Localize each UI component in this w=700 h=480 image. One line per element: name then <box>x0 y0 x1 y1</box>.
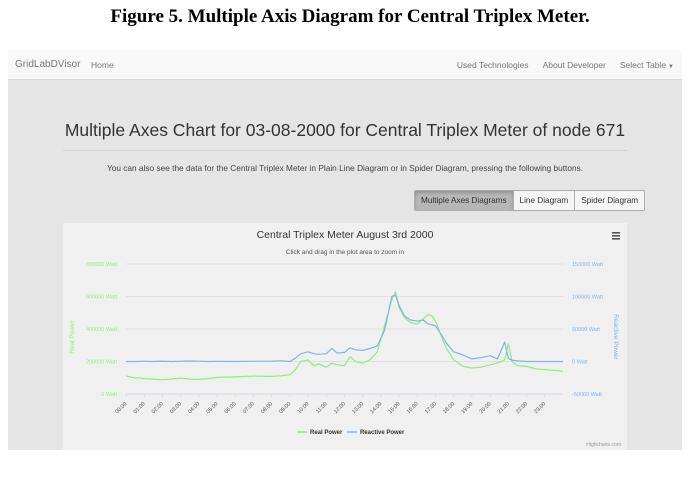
select-table-label: Select Table <box>619 60 667 70</box>
chart-credits[interactable]: Highcharts.com <box>586 442 621 448</box>
y-axis-left: 0 Watt 200000 Watt 400000 Watt 600000 Watt 8… <box>86 262 117 398</box>
app-window: GridLabDVisor Home Used Technologies Abo… <box>8 50 682 450</box>
chart-legend: Real Power Reactive Power <box>297 430 405 436</box>
nav-used-technologies-link[interactable]: Used Technologies <box>456 60 529 70</box>
x-tick-label: 02:00 <box>151 401 165 415</box>
x-tick-label: 06:00 <box>224 401 238 415</box>
legend-label: Real Power <box>310 430 343 436</box>
y-right-tick-label: -50000 Watt <box>572 392 602 398</box>
grid-lines <box>126 263 563 395</box>
x-tick-label: 20:00 <box>479 401 493 415</box>
legend-item[interactable]: Reactive Power <box>347 430 405 436</box>
x-axis: 00:00 01:00 02:00 03:00 04:00 05:00 06:00 07:00… <box>114 393 563 415</box>
x-tick-label: 05:00 <box>205 401 219 415</box>
multiple-axes-chart[interactable]: Central Triplex Meter August 3rd 2000 Cl… <box>63 223 627 450</box>
figure-caption: Figure 5. Multiple Axis Diagram for Cent… <box>110 6 590 27</box>
x-tick-label: 04:00 <box>187 401 201 415</box>
y-axis-right: -50000 Watt 0 Watt 50000 Watt 100000 Watt 15… <box>572 262 603 398</box>
navbar: GridLabDVisor Home Used Technologies Abo… <box>8 50 682 80</box>
navbar-right: Used Technologies About Developer Select… <box>457 60 674 70</box>
x-tick-label: 11:00 <box>315 401 329 415</box>
nav-about-developer-link[interactable]: About Developer <box>542 60 606 70</box>
y-axis-left-label: Real Power <box>69 319 76 353</box>
x-tick-label: 17:00 <box>424 401 438 415</box>
x-tick-label: 07:00 <box>242 401 256 415</box>
series-layer[interactable] <box>125 290 564 381</box>
x-tick-label: 16:00 <box>406 401 420 415</box>
y-left-tick-label: 0 Watt <box>101 392 117 398</box>
y-right-tick-label: 100000 Watt <box>572 295 603 301</box>
line-diagram-button[interactable]: Line Diagram <box>512 191 575 210</box>
x-tick-label: 10:00 <box>297 401 311 415</box>
x-tick-label: 12:00 <box>333 401 347 415</box>
x-tick-label: 19:00 <box>460 401 474 415</box>
y-right-tick-label: 50000 Watt <box>572 327 600 333</box>
y-left-tick-label: 600000 Watt <box>86 295 117 301</box>
y-axis-right-label: Reactive Power <box>612 314 619 360</box>
legend-label: Reactive Power <box>360 430 405 436</box>
x-tick-label: 23:00 <box>533 401 547 415</box>
page-title: Multiple Axes Chart for 03-08-2000 for C… <box>64 120 626 140</box>
diagram-button-group: Multiple Axes Diagrams Line Diagram Spid… <box>414 190 646 211</box>
x-tick-label: 13:00 <box>351 401 365 415</box>
chart-title: Central Triplex Meter August 3rd 2000 <box>257 229 434 241</box>
x-tick-label: 18:00 <box>442 401 456 415</box>
y-left-tick-label: 400000 Watt <box>86 327 117 333</box>
y-right-tick-label: 0 Watt <box>572 360 588 366</box>
nav-select-table-dropdown[interactable]: Select Table ▼ <box>620 60 674 70</box>
hamburger-menu-icon[interactable] <box>612 232 620 240</box>
title-divider <box>63 150 627 151</box>
series-line-real-power[interactable] <box>125 290 564 381</box>
x-tick-label: 00:00 <box>114 401 128 415</box>
spider-diagram-button[interactable]: Spider Diagram <box>574 191 645 210</box>
x-tick-label: 15:00 <box>388 401 402 415</box>
chart-subtitle: Click and drag in the plot area to zoom … <box>286 249 405 256</box>
x-tick-label: 14:00 <box>369 401 383 415</box>
y-left-tick-label: 200000 Watt <box>86 360 117 366</box>
navbar-brand[interactable]: GridLabDVisor <box>15 59 81 70</box>
x-tick-label: 08:00 <box>260 401 274 415</box>
series-line-reactive-power[interactable] <box>126 294 563 363</box>
x-tick-label: 22:00 <box>515 401 529 415</box>
y-left-tick-label: 800000 Watt <box>86 262 117 268</box>
caret-down-icon: ▼ <box>668 64 674 70</box>
multiple-axes-diagrams-button[interactable]: Multiple Axes Diagrams <box>415 191 513 210</box>
x-tick-label: 21:00 <box>497 401 511 415</box>
x-tick-label: 09:00 <box>278 401 292 415</box>
x-tick-label: 03:00 <box>169 401 183 415</box>
legend-item[interactable]: Real Power <box>297 430 343 436</box>
chart-container[interactable]: Central Triplex Meter August 3rd 2000 Cl… <box>63 223 627 450</box>
nav-home-link[interactable]: Home <box>91 60 114 70</box>
page-description: You can also see the data for the Centra… <box>106 163 584 173</box>
y-right-tick-label: 150000 Watt <box>572 262 603 268</box>
x-tick-label: 01:00 <box>133 401 147 415</box>
